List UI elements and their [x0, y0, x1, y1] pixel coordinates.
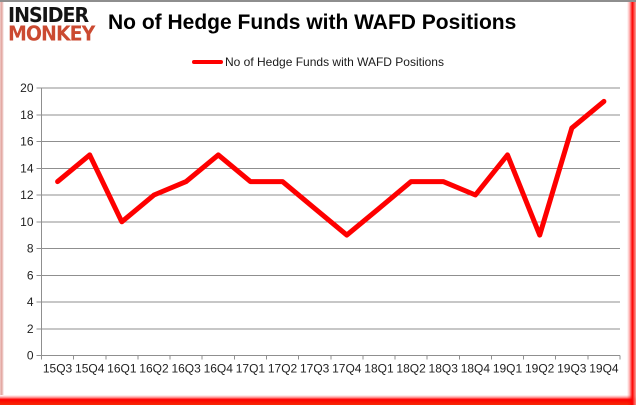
logo-monkey-text: MONKEY: [8, 22, 95, 47]
data-line: [55, 98, 607, 238]
y-tick-label: 2: [27, 322, 34, 336]
x-tick-label: 16Q2: [139, 362, 169, 376]
y-tick-label: 8: [27, 242, 34, 256]
y-tick-label: 20: [20, 81, 34, 95]
x-tick-label: 17Q1: [236, 362, 266, 376]
y-axis-labels: 0 2 4 6 8 10 12 14 16 18 20: [20, 81, 34, 363]
x-tick-label: 17Q4: [332, 362, 362, 376]
x-tick-label: 17Q3: [300, 362, 330, 376]
data-series: [55, 98, 607, 238]
y-tick-label: 0: [27, 349, 34, 363]
x-tick-label: 15Q3: [43, 362, 73, 376]
x-tick-label: 18Q2: [396, 362, 426, 376]
y-tick-label: 4: [27, 295, 34, 309]
y-tick-label: 16: [20, 135, 34, 149]
x-tick-label: 19Q1: [493, 362, 523, 376]
x-tick-label: 16Q1: [107, 362, 137, 376]
y-tick-label: 18: [20, 108, 34, 122]
x-tick-label: 19Q3: [557, 362, 587, 376]
legend-label: No of Hedge Funds with WAFD Positions: [225, 55, 444, 69]
logo-insider-text: INSIDER: [8, 3, 89, 28]
x-tick-label: 15Q4: [75, 362, 105, 376]
axis-lines: [36, 87, 621, 360]
page-title: No of Hedge Funds with WAFD Positions: [108, 11, 517, 34]
x-tick-label: 16Q3: [171, 362, 201, 376]
x-tick-label: 19Q2: [525, 362, 555, 376]
x-tick-label: 19Q4: [589, 362, 619, 376]
y-tick-label: 12: [20, 188, 34, 202]
y-tick-label: 6: [27, 268, 34, 282]
legend: No of Hedge Funds with WAFD Positions: [0, 55, 636, 69]
insider-monkey-logo: INSIDER MONKEY: [8, 3, 95, 47]
x-axis-labels: 15Q3 15Q4 16Q1 16Q2 16Q3 16Q4 17Q1 17Q2 17Q3 17Q4…: [43, 362, 619, 376]
x-tick-label: 18Q3: [429, 362, 459, 376]
y-tick-label: 10: [20, 215, 34, 229]
y-tick-label: 14: [20, 161, 34, 175]
legend-line-marker-icon: [192, 60, 223, 64]
x-tick-label: 18Q4: [461, 362, 491, 376]
x-tick-label: 16Q4: [204, 362, 234, 376]
x-tick-label: 17Q2: [268, 362, 298, 376]
x-tick-label: 18Q1: [364, 362, 394, 376]
